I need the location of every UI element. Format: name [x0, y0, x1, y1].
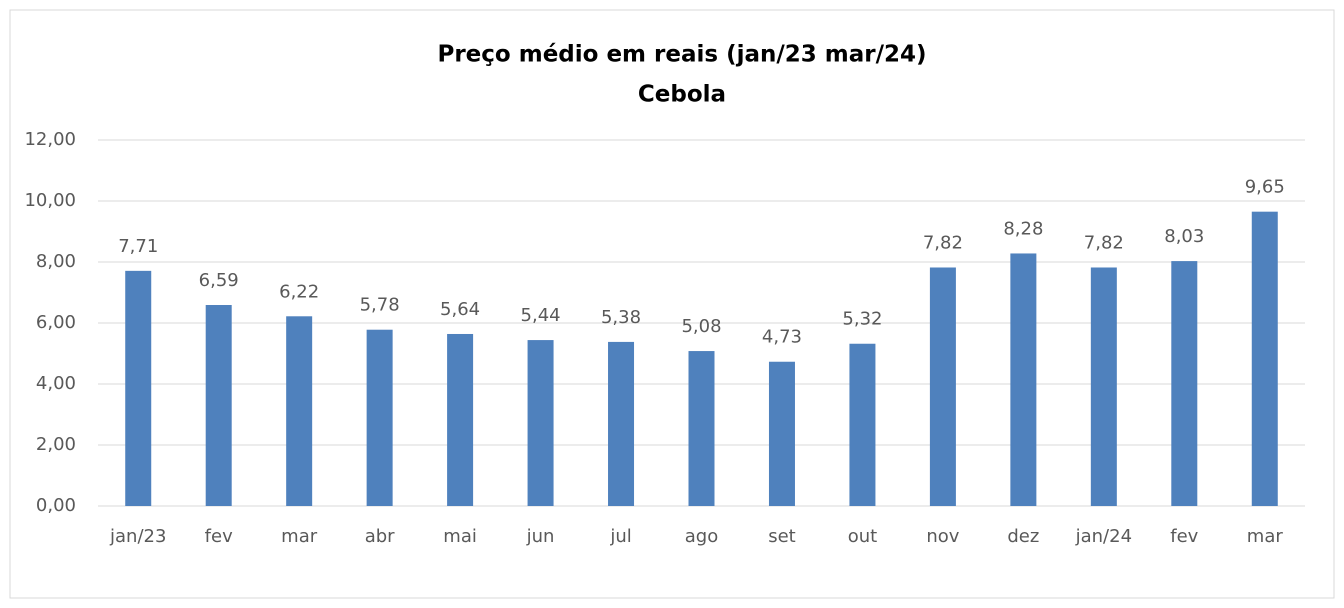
bar: [608, 341, 635, 506]
data-label: 6,59: [199, 270, 239, 291]
bar: [125, 270, 152, 506]
x-tick-label: ago: [685, 526, 718, 547]
x-tick-label: out: [848, 526, 877, 547]
x-tick-label: abr: [365, 526, 395, 547]
bar: [849, 343, 876, 506]
data-label: 5,32: [842, 309, 882, 330]
data-label: 4,73: [762, 327, 802, 348]
data-label: 8,03: [1164, 226, 1204, 247]
y-tick-label: 4,00: [36, 373, 76, 394]
bar: [1171, 261, 1198, 506]
x-tick-label: mar: [1247, 526, 1284, 547]
data-label: 6,22: [279, 281, 319, 302]
data-label: 5,38: [601, 307, 641, 328]
bar: [1010, 253, 1037, 506]
x-tick-label: nov: [926, 526, 959, 547]
bar: [1251, 211, 1278, 507]
data-label: 5,78: [360, 295, 400, 316]
data-label: 5,44: [521, 305, 561, 326]
x-tick-label: mar: [281, 526, 318, 547]
x-tick-label: fev: [1170, 526, 1198, 547]
data-label: 5,08: [681, 316, 721, 337]
y-tick-label: 0,00: [36, 495, 76, 516]
bar: [527, 340, 554, 506]
y-tick-label: 2,00: [36, 434, 76, 455]
bar: [366, 329, 393, 506]
bar: [688, 351, 715, 506]
bar: [1090, 267, 1117, 506]
chart-subtitle: Cebola: [638, 82, 726, 108]
x-tick-label: mai: [443, 526, 477, 547]
chart-title: Preço médio em reais (jan/23 mar/24): [437, 42, 926, 68]
x-tick-label: set: [768, 526, 796, 547]
data-label: 7,82: [923, 232, 963, 253]
bar: [205, 305, 232, 506]
bar: [768, 361, 795, 506]
x-tick-label: jan/24: [1075, 526, 1132, 547]
y-tick-label: 6,00: [36, 312, 76, 333]
bar: [447, 333, 474, 506]
x-tick-label: jul: [609, 526, 631, 547]
x-tick-label: fev: [205, 526, 233, 547]
y-tick-label: 12,00: [24, 129, 76, 150]
x-tick-label: dez: [1007, 526, 1039, 547]
data-label: 9,65: [1245, 177, 1285, 198]
data-label: 8,28: [1003, 218, 1043, 239]
y-tick-label: 8,00: [36, 251, 76, 272]
bar: [286, 316, 313, 506]
data-label: 7,71: [118, 236, 158, 257]
x-tick-label: jan/23: [109, 526, 166, 547]
data-label: 5,64: [440, 299, 480, 320]
data-label: 7,82: [1084, 232, 1124, 253]
y-tick-label: 10,00: [24, 190, 76, 211]
bar: [929, 267, 956, 506]
x-tick-label: jun: [526, 526, 555, 547]
